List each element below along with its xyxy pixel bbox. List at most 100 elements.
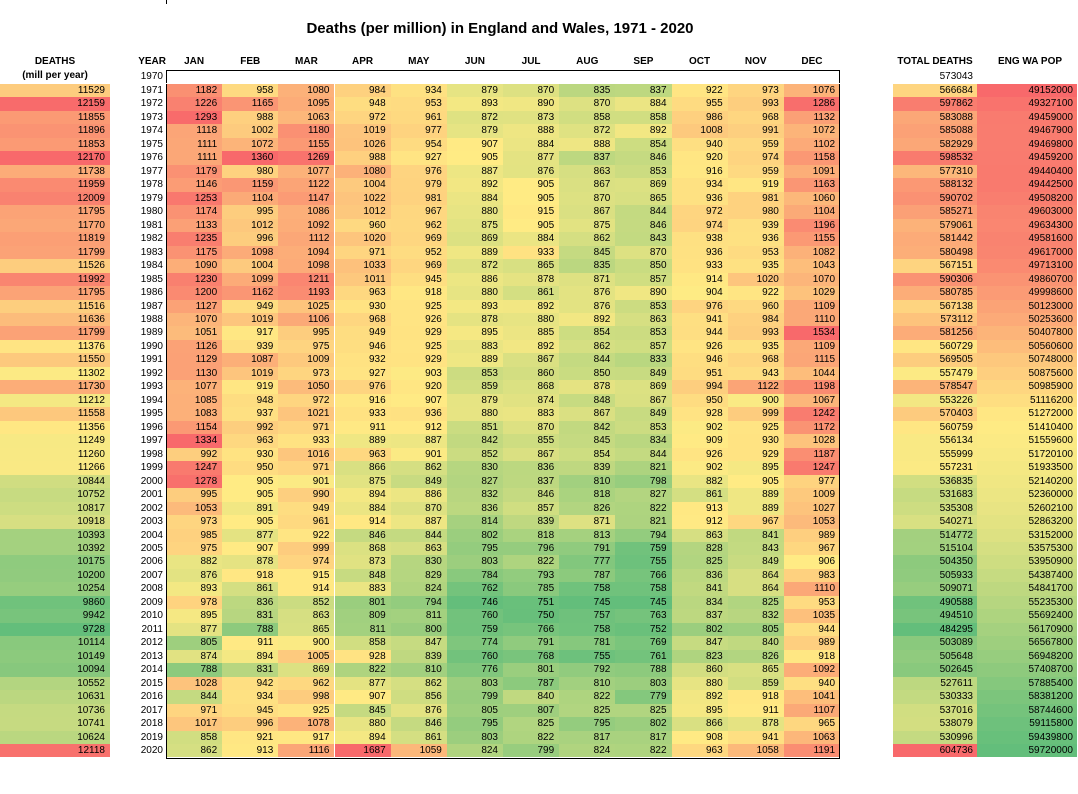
table-row: 10552 2015 1028 942 962 877 862 803 787 810 803 880…: [0, 676, 1078, 691]
month-cell-may: 925: [390, 339, 447, 354]
pop-cell: 49467900: [977, 124, 1077, 138]
table-row: 12009 1979 1253 1104 1147 1022 981 884 905 870 865…: [0, 191, 1078, 206]
table-row: 11855 1973 1293 988 1063 972 961 872 873 858 858 98…: [0, 110, 1078, 125]
table-row: 11853 1975 1111 1072 1155 1026 954 907 884 888 854…: [0, 137, 1078, 152]
month-cell-mar: 1025: [278, 299, 335, 313]
pop-cell: 52602100: [977, 501, 1077, 516]
total-cell: 538079: [893, 717, 977, 731]
month-cell-jul: 846: [503, 488, 560, 502]
month-cell-jun: 905: [446, 151, 503, 165]
year-cell: 2002: [140, 502, 163, 514]
month-cell-jun: 907: [446, 137, 503, 152]
year-cell: 1997: [140, 435, 163, 447]
month-cell-jun: 893: [446, 97, 503, 111]
month-cell-dec: 1198: [783, 380, 841, 394]
year-cell: 2009: [140, 596, 163, 608]
month-cell-apr: 914: [334, 515, 391, 529]
month-cell-jun: 880: [446, 205, 503, 219]
pop-cell: 50560600: [977, 339, 1077, 354]
total-cell: 598532: [893, 151, 977, 165]
month-cell-nov: 959: [727, 164, 784, 179]
month-cell-aug: 870: [559, 97, 616, 111]
month-cell-nov: 935: [727, 259, 784, 273]
month-cell-jun: 759: [446, 622, 503, 637]
month-cell-sep: 858: [615, 110, 672, 125]
month-cell-nov: 941: [727, 730, 784, 745]
month-cell-oct: 895: [671, 703, 728, 718]
month-cell-feb: 980: [222, 164, 279, 179]
year-cell: 1984: [140, 260, 163, 272]
total-cell: 509071: [893, 582, 977, 596]
year-cell: 2019: [140, 731, 163, 743]
month-cell-mar: 1080: [278, 84, 335, 98]
deaths-cell: 10393: [0, 528, 110, 542]
table-row: 11516 1987 1127 949 1025 930 925 893 892 876 853 97…: [0, 299, 1078, 313]
month-cell-jan: 1133: [166, 218, 223, 233]
month-cell-dec: 1242: [783, 407, 841, 421]
month-cell-aug: 863: [559, 164, 616, 179]
header-deaths-sub: (mill per year): [22, 70, 88, 81]
month-cell-sep: 821: [615, 515, 672, 529]
month-cell-jun: 880: [446, 286, 503, 300]
month-cell-jun: 803: [446, 555, 503, 569]
pop-cell: 50985900: [977, 380, 1077, 394]
month-cell-nov: 925: [727, 420, 784, 435]
month-cell-jan: 877: [166, 622, 223, 637]
month-cell-aug: 810: [559, 676, 616, 691]
month-cell-jul: 884: [503, 232, 560, 246]
month-cell-sep: 779: [615, 690, 672, 704]
month-cell-may: 862: [390, 676, 447, 691]
month-cell-nov: 825: [727, 595, 784, 610]
year-cell: 2015: [140, 677, 163, 689]
table-row: 11356 1996 1154 992 971 911 912 851 870 842 853 902…: [0, 420, 1078, 435]
pop-cell: 51272000: [977, 407, 1077, 421]
table-row: 10631 2016 844 934 998 907 856 799 840 822 779 892 9…: [0, 690, 1078, 704]
pop-cell: 50748000: [977, 353, 1077, 367]
month-cell-oct: 976: [671, 299, 728, 313]
pop-cell: 51410400: [977, 420, 1077, 435]
year-cell: 2011: [141, 623, 163, 635]
month-cell-may: 979: [390, 178, 447, 192]
month-cell-feb: 1099: [222, 272, 279, 287]
month-cell-oct: 834: [671, 595, 728, 610]
pop-cell: 58381200: [977, 690, 1077, 704]
month-cell-nov: 991: [727, 124, 784, 138]
deaths-cell: 11730: [0, 380, 110, 394]
total-cell: 590702: [893, 191, 977, 206]
month-cell-oct: 974: [671, 218, 728, 233]
month-cell-aug: 867: [559, 205, 616, 219]
year-cell: 2016: [140, 691, 163, 703]
total-cell: 578547: [893, 380, 977, 394]
month-cell-jun: 859: [446, 380, 503, 394]
month-cell-jun: 875: [446, 218, 503, 233]
month-cell-jul: 751: [503, 595, 560, 610]
month-cell-nov: 918: [727, 690, 784, 704]
month-cell-oct: 823: [671, 649, 728, 664]
month-cell-jul: 791: [503, 636, 560, 650]
month-cell-aug: 835: [559, 84, 616, 98]
month-cell-dec: 977: [783, 474, 841, 489]
month-cell-nov: 889: [727, 488, 784, 502]
year-cell: 2006: [140, 556, 163, 568]
month-cell-dec: 1044: [783, 366, 841, 381]
month-cell-nov: 900: [727, 393, 784, 408]
month-cell-feb: 788: [222, 622, 279, 637]
month-cell-mar: 1155: [278, 137, 335, 152]
month-cell-nov: 943: [727, 366, 784, 381]
deaths-cell: 11795: [0, 205, 110, 219]
month-cell-apr: 960: [334, 218, 391, 233]
year-cell: 2005: [140, 542, 163, 554]
month-cell-mar: 1005: [278, 649, 335, 664]
month-cell-nov: 864: [727, 568, 784, 583]
month-cell-dec: 1109: [783, 339, 841, 354]
month-cell-jul: 873: [503, 110, 560, 125]
year-cell: 1978: [140, 179, 163, 191]
month-cell-may: 856: [390, 690, 447, 704]
month-cell-may: 1059: [390, 744, 447, 758]
month-cell-nov: 859: [727, 676, 784, 691]
month-cell-aug: 875: [559, 218, 616, 233]
deaths-cell: 11526: [0, 259, 110, 273]
month-cell-jun: 795: [446, 717, 503, 731]
total-cell: 540271: [893, 515, 977, 529]
deaths-cell: 12118: [0, 744, 110, 758]
